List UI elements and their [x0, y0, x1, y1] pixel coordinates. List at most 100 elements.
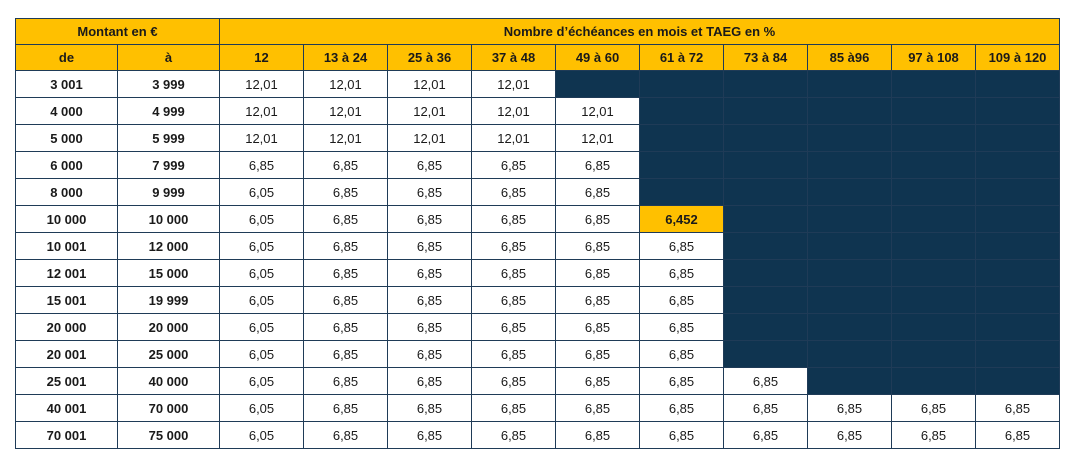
duration-column-header: 12 [219, 44, 304, 71]
rate-cell: 6,85 [639, 367, 724, 395]
rate-cell: 6,85 [555, 151, 640, 179]
rate-cell: 6,85 [387, 178, 472, 206]
amount-to-cell: 5 999 [117, 124, 220, 152]
rate-cell: 12,01 [219, 70, 304, 98]
amount-from-cell: 70 001 [15, 421, 118, 449]
duration-column-header: 85 à96 [807, 44, 892, 71]
amount-from-cell: 3 001 [15, 70, 118, 98]
rate-cell: 6,85 [303, 205, 388, 233]
duration-column-header: 37 à 48 [471, 44, 556, 71]
rate-cell: 6,85 [555, 367, 640, 395]
rate-cell: 6,85 [471, 340, 556, 368]
rate-cell: 6,05 [219, 178, 304, 206]
unavailable-cell [891, 286, 976, 314]
rate-cell: 6,05 [219, 232, 304, 260]
rate-cell: 12,01 [471, 124, 556, 152]
rate-cell: 6,85 [471, 178, 556, 206]
unavailable-cell [891, 151, 976, 179]
amount-to-cell: 25 000 [117, 340, 220, 368]
amount-to-cell: 9 999 [117, 178, 220, 206]
rate-cell: 6,85 [471, 232, 556, 260]
rate-cell: 6,85 [555, 421, 640, 449]
rate-cell: 6,85 [303, 394, 388, 422]
de-header: de [15, 44, 118, 71]
rate-cell: 6,85 [555, 205, 640, 233]
unavailable-cell [975, 232, 1060, 260]
rate-cell: 6,85 [639, 286, 724, 314]
rate-cell: 6,85 [639, 232, 724, 260]
rate-cell: 6,85 [471, 205, 556, 233]
duration-column-header: 97 à 108 [891, 44, 976, 71]
unavailable-cell [723, 232, 808, 260]
rate-cell: 6,85 [387, 367, 472, 395]
amount-to-cell: 4 999 [117, 97, 220, 125]
unavailable-cell [891, 178, 976, 206]
rate-cell: 6,85 [723, 367, 808, 395]
unavailable-cell [723, 259, 808, 287]
rate-cell: 6,85 [891, 421, 976, 449]
amount-from-cell: 12 001 [15, 259, 118, 287]
duration-column-header: 109 à 120 [975, 44, 1060, 71]
table-row: 20 000 20 000 6,05 6,85 6,85 6,85 6,85 6,85 [15, 313, 1060, 341]
rate-cell: 6,05 [219, 286, 304, 314]
rate-cell: 6,85 [723, 394, 808, 422]
amount-from-cell: 10 001 [15, 232, 118, 260]
amount-to-cell: 19 999 [117, 286, 220, 314]
rate-cell: 6,85 [387, 394, 472, 422]
unavailable-cell [639, 97, 724, 125]
rate-cell: 6,85 [303, 421, 388, 449]
unavailable-cell [975, 151, 1060, 179]
rate-cell: 6,85 [219, 151, 304, 179]
rate-cell: 6,05 [219, 394, 304, 422]
rate-cell: 6,05 [219, 259, 304, 287]
amount-to-cell: 15 000 [117, 259, 220, 287]
amount-from-cell: 5 000 [15, 124, 118, 152]
rate-cell: 12,01 [303, 97, 388, 125]
unavailable-cell [555, 70, 640, 98]
rate-cell: 12,01 [387, 70, 472, 98]
unavailable-cell [975, 286, 1060, 314]
unavailable-cell [891, 70, 976, 98]
duration-column-header: 25 à 36 [387, 44, 472, 71]
rate-cell: 6,85 [555, 178, 640, 206]
duration-column-header: 49 à 60 [555, 44, 640, 71]
unavailable-cell [891, 124, 976, 152]
unavailable-cell [891, 97, 976, 125]
unavailable-cell [723, 178, 808, 206]
rate-cell: 6,85 [555, 340, 640, 368]
rate-cell: 6,85 [387, 151, 472, 179]
table-row: 15 001 19 999 6,05 6,85 6,85 6,85 6,85 6,85 [15, 286, 1060, 314]
unavailable-cell [807, 313, 892, 341]
rate-cell: 6,85 [891, 394, 976, 422]
amount-from-cell: 15 001 [15, 286, 118, 314]
rate-table-container: Montant en € Nombre d’échéances en mois … [15, 18, 1060, 449]
rate-cell: 6,85 [303, 151, 388, 179]
rate-cell: 6,85 [303, 286, 388, 314]
unavailable-cell [807, 259, 892, 287]
unavailable-cell [807, 124, 892, 152]
unavailable-cell [723, 205, 808, 233]
table-header: Montant en € Nombre d’échéances en mois … [15, 18, 1060, 71]
rate-cell: 6,85 [471, 421, 556, 449]
unavailable-cell [723, 286, 808, 314]
unavailable-cell [807, 286, 892, 314]
amount-from-cell: 25 001 [15, 367, 118, 395]
unavailable-cell [975, 70, 1060, 98]
unavailable-cell [723, 97, 808, 125]
unavailable-cell [807, 367, 892, 395]
rate-cell: 6,85 [639, 421, 724, 449]
unavailable-cell [807, 70, 892, 98]
amount-from-cell: 20 000 [15, 313, 118, 341]
table-row: 3 001 3 999 12,01 12,01 12,01 12,01 [15, 70, 1060, 98]
unavailable-cell [807, 232, 892, 260]
table-row: 40 001 70 000 6,05 6,85 6,85 6,85 6,85 6,85 6,85… [15, 394, 1060, 422]
rate-cell: 6,85 [387, 205, 472, 233]
montant-header: Montant en € [15, 18, 220, 45]
rate-cell: 6,85 [471, 367, 556, 395]
rate-cell: 12,01 [219, 97, 304, 125]
rate-cell: 6,85 [471, 151, 556, 179]
unavailable-cell [807, 340, 892, 368]
unavailable-cell [975, 367, 1060, 395]
rate-cell: 6,85 [975, 421, 1060, 449]
rate-cell: 12,01 [303, 124, 388, 152]
